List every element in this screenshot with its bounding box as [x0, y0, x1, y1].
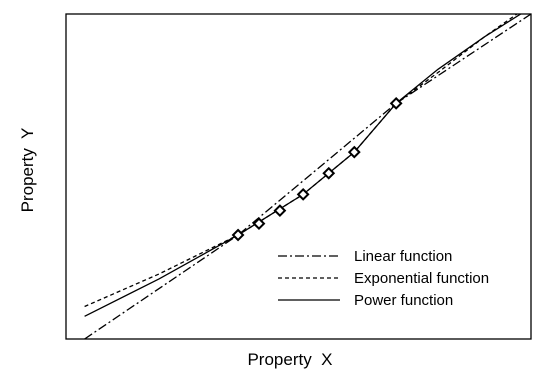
legend-label-1: Linear function: [354, 248, 452, 265]
legend: Linear function Exponential function Power…: [278, 248, 489, 309]
data-point: [296, 187, 310, 201]
legend-label-3: Power function: [354, 292, 453, 309]
series-line-1: [84, 14, 531, 339]
series-layer: [84, 14, 531, 339]
data-point: [252, 217, 266, 231]
data-point: [273, 204, 287, 218]
data-point: [231, 228, 245, 242]
plot-frame: [65, 13, 532, 340]
data-point: [389, 96, 403, 110]
x-axis-label: Property X: [247, 350, 333, 369]
data-point: [347, 145, 361, 159]
y-axis-label: Property Y: [18, 127, 37, 213]
data-point: [322, 166, 336, 180]
legend-label-2: Exponential function: [354, 270, 489, 287]
points-layer: [231, 96, 403, 242]
